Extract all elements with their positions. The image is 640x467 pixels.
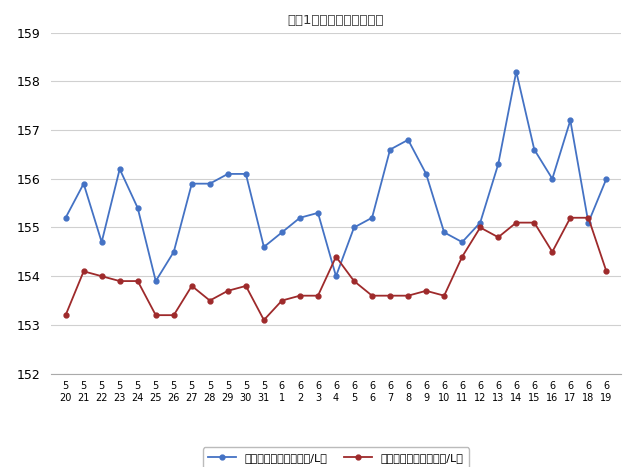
- ハイオク看板価格（円/L）: [296, 215, 304, 220]
- ハイオク実売価格（円/L）: [531, 220, 538, 226]
- ハイオク実売価格（円/L）: [224, 288, 232, 294]
- ハイオク実売価格（円/L）: [314, 293, 322, 298]
- ハイオク実売価格（円/L）: [278, 298, 286, 304]
- ハイオク看板価格（円/L）: [260, 244, 268, 250]
- ハイオク看板価格（円/L）: [494, 162, 502, 167]
- ハイオク看板価格（円/L）: [350, 225, 358, 230]
- ハイオク実売価格（円/L）: [98, 273, 106, 279]
- ハイオク看板価格（円/L）: [278, 230, 286, 235]
- ハイオク実売価格（円/L）: [566, 215, 574, 220]
- ハイオク看板価格（円/L）: [584, 220, 592, 226]
- ハイオク実売価格（円/L）: [548, 249, 556, 255]
- ハイオク看板価格（円/L）: [548, 176, 556, 182]
- ハイオク看板価格（円/L）: [80, 181, 88, 186]
- ハイオク実売価格（円/L）: [584, 215, 592, 220]
- ハイオク実売価格（円/L）: [368, 293, 376, 298]
- ハイオク看板価格（円/L）: [98, 239, 106, 245]
- ハイオク実売価格（円/L）: [350, 278, 358, 284]
- ハイオク実売価格（円/L）: [134, 278, 141, 284]
- ハイオク看板価格（円/L）: [440, 230, 448, 235]
- ハイオク看板価格（円/L）: [531, 147, 538, 152]
- Line: ハイオク看板価格（円/L）: ハイオク看板価格（円/L）: [63, 69, 609, 283]
- ハイオク看板価格（円/L）: [458, 239, 466, 245]
- ハイオク実売価格（円/L）: [602, 269, 610, 274]
- ハイオク看板価格（円/L）: [602, 176, 610, 182]
- Line: ハイオク実売価格（円/L）: ハイオク実売価格（円/L）: [63, 215, 609, 322]
- ハイオク看板価格（円/L）: [188, 181, 196, 186]
- ハイオク看板価格（円/L）: [476, 220, 484, 226]
- ハイオク実売価格（円/L）: [260, 317, 268, 323]
- Legend: ハイオク看板価格（円/L）, ハイオク実売価格（円/L）: ハイオク看板価格（円/L）, ハイオク実売価格（円/L）: [203, 447, 469, 467]
- ハイオク看板価格（円/L）: [62, 215, 70, 220]
- ハイオク実売価格（円/L）: [513, 220, 520, 226]
- ハイオク看板価格（円/L）: [152, 278, 159, 284]
- ハイオク看板価格（円/L）: [116, 166, 124, 172]
- ハイオク実売価格（円/L）: [62, 312, 70, 318]
- ハイオク看板価格（円/L）: [242, 171, 250, 177]
- ハイオク実売価格（円/L）: [440, 293, 448, 298]
- ハイオク看板価格（円/L）: [224, 171, 232, 177]
- ハイオク実売価格（円/L）: [242, 283, 250, 289]
- ハイオク実売価格（円/L）: [206, 298, 214, 304]
- ハイオク実売価格（円/L）: [494, 234, 502, 240]
- ハイオク実売価格（円/L）: [386, 293, 394, 298]
- ハイオク看板価格（円/L）: [134, 205, 141, 211]
- ハイオク看板価格（円/L）: [332, 273, 340, 279]
- ハイオク看板価格（円/L）: [314, 210, 322, 216]
- Title: 最近1ヶ月のハイオク価格: 最近1ヶ月のハイオク価格: [288, 14, 384, 28]
- ハイオク実売価格（円/L）: [80, 269, 88, 274]
- ハイオク看板価格（円/L）: [386, 147, 394, 152]
- ハイオク実売価格（円/L）: [422, 288, 430, 294]
- ハイオク実売価格（円/L）: [170, 312, 178, 318]
- ハイオク実売価格（円/L）: [152, 312, 159, 318]
- ハイオク看板価格（円/L）: [170, 249, 178, 255]
- ハイオク実売価格（円/L）: [296, 293, 304, 298]
- ハイオク実売価格（円/L）: [116, 278, 124, 284]
- ハイオク実売価格（円/L）: [458, 254, 466, 260]
- ハイオク看板価格（円/L）: [566, 118, 574, 123]
- ハイオク実売価格（円/L）: [332, 254, 340, 260]
- ハイオク看板価格（円/L）: [206, 181, 214, 186]
- ハイオク看板価格（円/L）: [513, 69, 520, 74]
- ハイオク看板価格（円/L）: [368, 215, 376, 220]
- ハイオク実売価格（円/L）: [404, 293, 412, 298]
- ハイオク看板価格（円/L）: [404, 137, 412, 142]
- ハイオク看板価格（円/L）: [422, 171, 430, 177]
- ハイオク実売価格（円/L）: [476, 225, 484, 230]
- ハイオク実売価格（円/L）: [188, 283, 196, 289]
